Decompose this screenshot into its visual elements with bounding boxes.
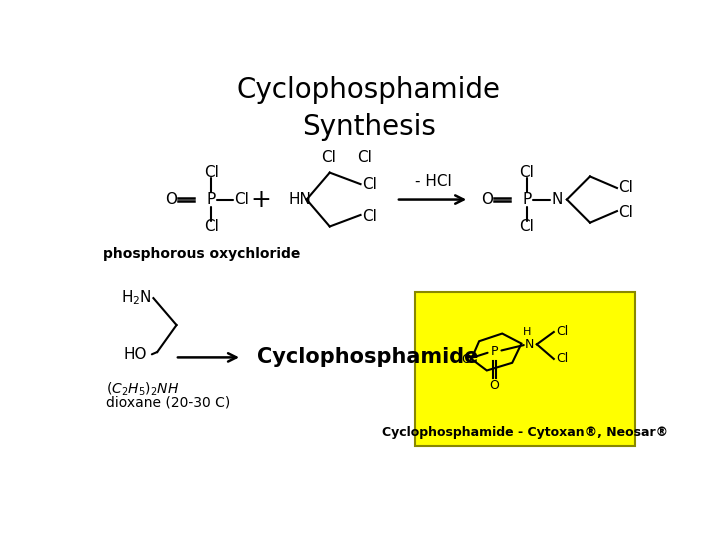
Text: O: O (461, 353, 471, 366)
Text: HO: HO (124, 347, 148, 362)
Text: +: + (251, 187, 271, 212)
Text: P: P (522, 192, 531, 207)
Text: O: O (481, 192, 492, 207)
Text: Cl: Cl (235, 192, 249, 207)
Text: P: P (207, 192, 216, 207)
Text: N: N (552, 192, 563, 207)
Text: Cyclophosphamide
Synthesis: Cyclophosphamide Synthesis (237, 76, 501, 141)
Text: Cl: Cl (362, 177, 377, 192)
Text: Cl: Cl (204, 165, 219, 180)
Text: Cl: Cl (362, 209, 377, 224)
Text: Cyclophosphamide - Cytoxan®, Neosar®: Cyclophosphamide - Cytoxan®, Neosar® (382, 426, 668, 438)
Text: phosphorous oxychloride: phosphorous oxychloride (104, 247, 301, 261)
Text: - HCl: - HCl (415, 174, 451, 189)
Text: H: H (523, 327, 531, 337)
Text: Cl: Cl (519, 219, 534, 234)
Text: dioxane (20-30 C): dioxane (20-30 C) (106, 396, 230, 410)
Text: Cl: Cl (618, 180, 634, 195)
Text: Cl: Cl (519, 165, 534, 180)
Text: Cl: Cl (356, 150, 372, 165)
Text: HN: HN (288, 192, 311, 207)
Text: Cl: Cl (556, 326, 568, 339)
Text: $(C_2H_5)_2NH$: $(C_2H_5)_2NH$ (106, 381, 179, 398)
Text: P: P (491, 345, 498, 357)
Text: Cl: Cl (556, 353, 568, 366)
Bar (415, 292, 634, 446)
Text: Cyclophosphamide: Cyclophosphamide (257, 347, 479, 367)
Text: N: N (524, 338, 534, 351)
Text: O: O (490, 380, 500, 393)
Text: $\mathregular{H_2N}$: $\mathregular{H_2N}$ (121, 289, 152, 307)
Text: Cl: Cl (618, 205, 634, 220)
Text: Cl: Cl (320, 150, 336, 165)
Text: Cl: Cl (204, 219, 219, 234)
Text: O: O (165, 192, 177, 207)
